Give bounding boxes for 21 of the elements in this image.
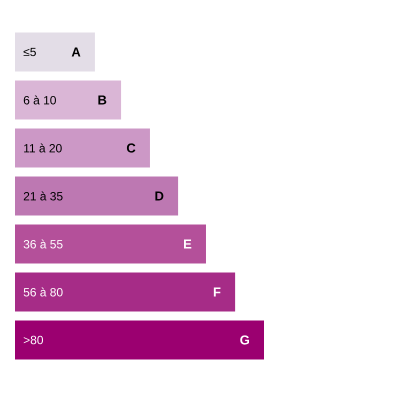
y-tick-label: >80: [24, 336, 44, 344]
y-tick-label: 11 à 20: [24, 144, 62, 152]
y-tick-label: 56 à 80: [24, 288, 63, 296]
bar: [15, 176, 178, 216]
annotation: D: [155, 192, 164, 200]
bar: [15, 80, 122, 120]
bar: [15, 224, 206, 264]
bar: [15, 320, 264, 360]
annotation: F: [214, 288, 220, 296]
bar: [15, 272, 236, 312]
y-tick-label: 21 à 35: [24, 192, 63, 200]
annotation: C: [126, 143, 136, 153]
bar: [15, 128, 150, 168]
bar: [15, 32, 95, 72]
annotation: E: [184, 240, 192, 248]
y-tick-label: 6 à 10: [24, 96, 56, 104]
annotation: G: [240, 335, 249, 345]
y-tick-label: ≤5: [24, 48, 36, 56]
y-tick-label: 36 à 55: [24, 240, 63, 248]
annotation: B: [98, 96, 106, 104]
annotation: A: [72, 48, 80, 56]
